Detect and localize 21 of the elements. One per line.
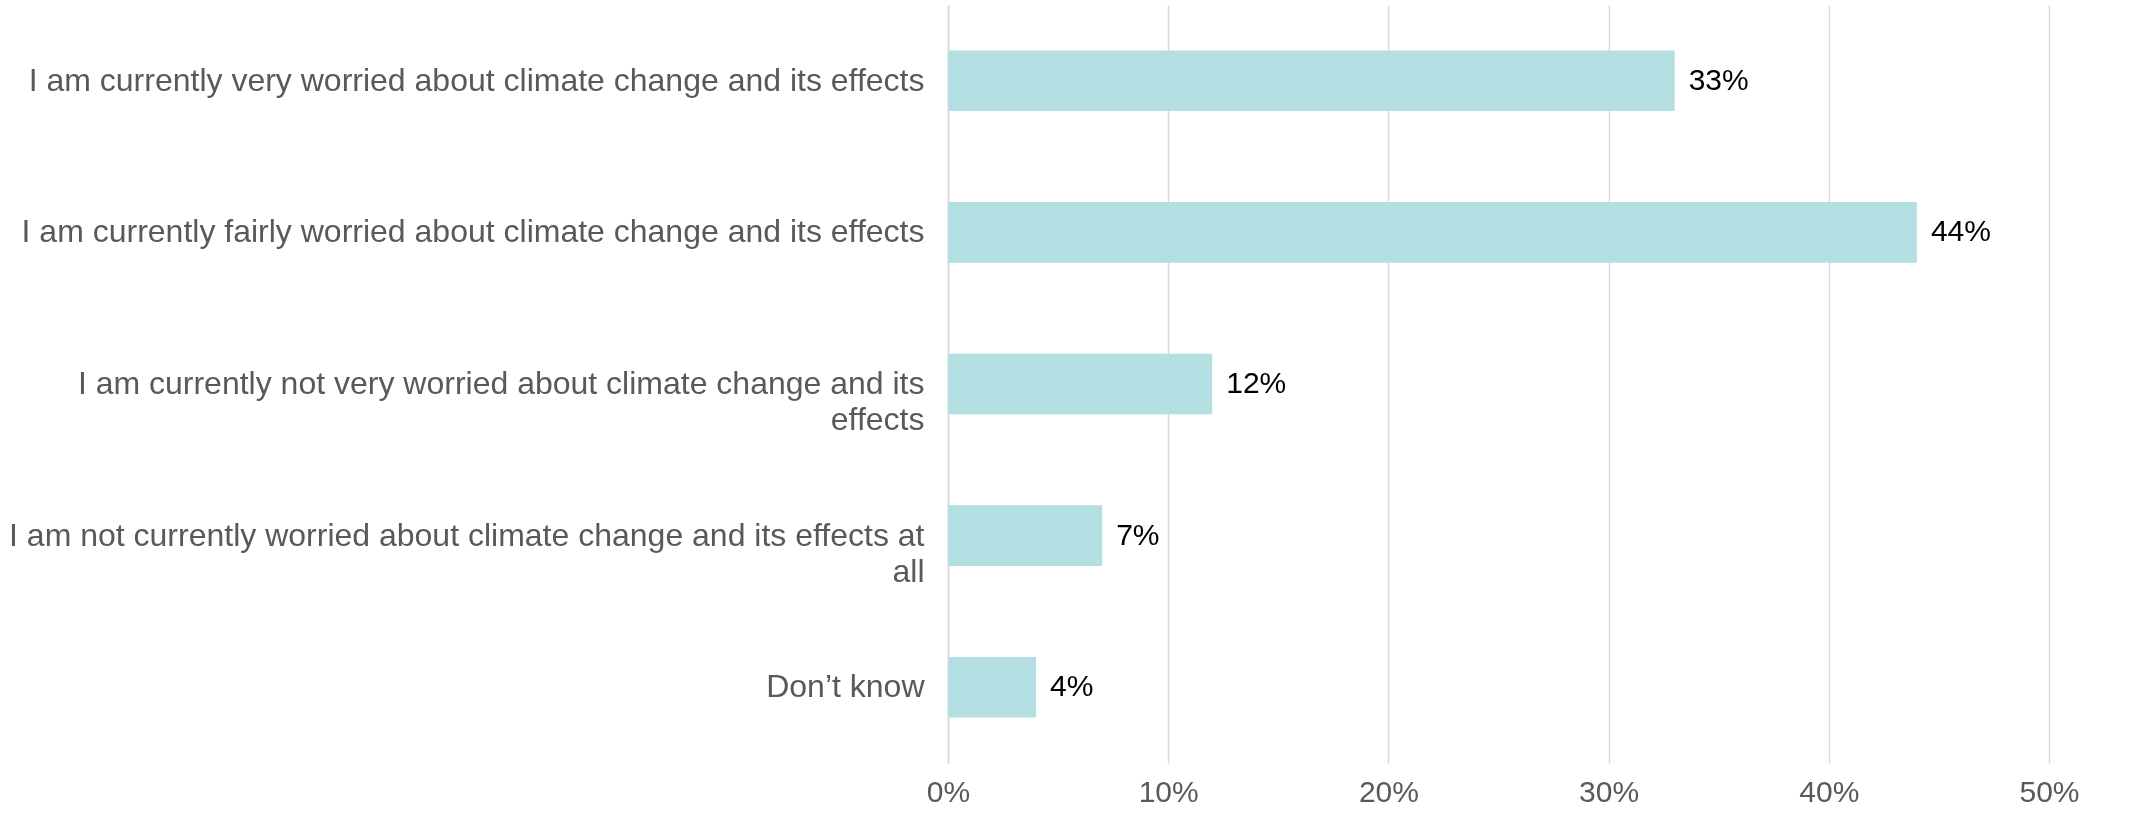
y-tick-label: I am not currently worried about climate change and its effects at all xyxy=(9,516,925,589)
data-label: 7% xyxy=(1116,517,1160,551)
x-tick-label: 30% xyxy=(1579,774,1640,808)
data-label: 44% xyxy=(1930,214,1991,248)
x-tick-label: 20% xyxy=(1358,774,1419,808)
bar xyxy=(948,50,1675,112)
data-label: 12% xyxy=(1226,366,1287,399)
x-tick-label: 0% xyxy=(926,774,971,808)
y-tick-label: Don’t know xyxy=(766,668,926,705)
y-tick-label: I am currently fairly worried about climate change and its effects xyxy=(21,213,925,250)
bar xyxy=(948,656,1037,718)
bar xyxy=(948,202,1917,263)
bar xyxy=(948,505,1103,566)
y-tick-label: I am currently very worried about climate change and its effects xyxy=(28,61,925,98)
data-label: 33% xyxy=(1688,62,1749,96)
data-label: 4% xyxy=(1050,669,1094,703)
x-tick-label: 40% xyxy=(1799,774,1860,808)
x-tick-label: 10% xyxy=(1138,774,1199,808)
bar xyxy=(948,353,1213,415)
y-tick-label: I am currently not very worried about climate change and its effects xyxy=(77,365,925,437)
x-tick-label: 50% xyxy=(2019,774,2080,808)
